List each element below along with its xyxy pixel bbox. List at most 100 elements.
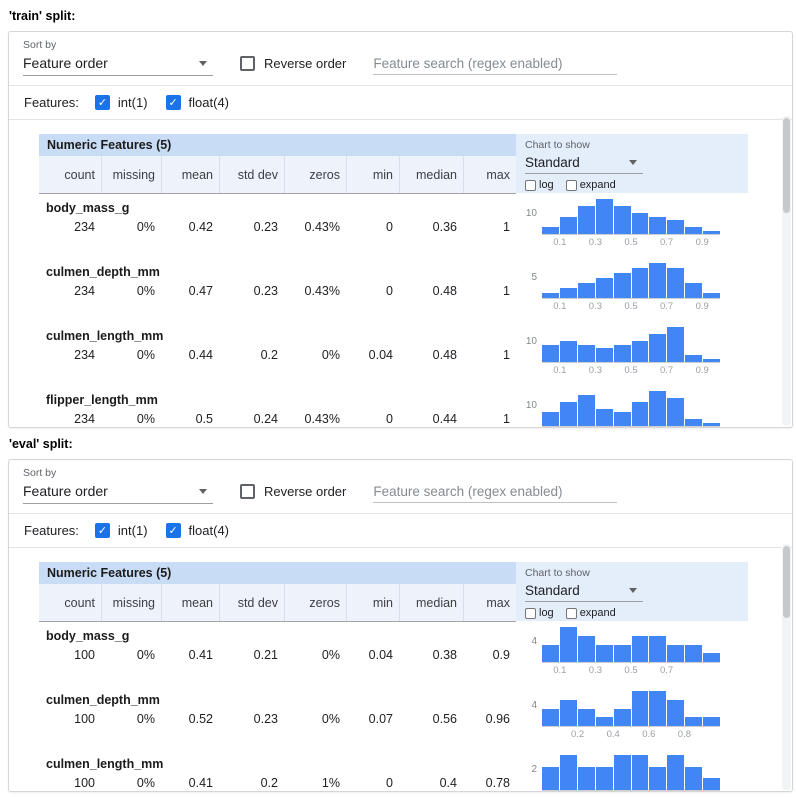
reverse-order-checkbox[interactable] xyxy=(240,484,255,499)
feature-filter-checkbox-int-1[interactable]: ✓ xyxy=(94,95,110,110)
y-axis-label: 4 xyxy=(531,700,537,711)
sort-by-select[interactable]: Feature order xyxy=(23,55,213,76)
value-min: 0 xyxy=(386,412,393,426)
chart-option-checkbox-expand[interactable] xyxy=(565,179,577,191)
column-header-std-dev[interactable]: std dev xyxy=(219,156,284,193)
histogram-bar xyxy=(649,391,667,426)
scrollbar-thumb[interactable] xyxy=(783,118,790,213)
column-header-mean[interactable]: mean xyxy=(161,584,219,621)
features-toolbar: Features: ✓ int(1) ✓ float(4) xyxy=(9,514,792,548)
x-axis-ticks: 0.1 0.3 0.5 0.7 0.9 xyxy=(542,299,720,312)
column-header-count[interactable]: count xyxy=(64,595,95,610)
histogram-bars xyxy=(542,199,721,235)
histogram-bar xyxy=(667,699,685,726)
table-title: Numeric Features (5) xyxy=(39,562,516,584)
column-header-missing[interactable]: missing xyxy=(101,584,161,621)
histogram-bar xyxy=(667,398,685,426)
x-tick: 0.3 xyxy=(588,301,602,312)
histogram-bar xyxy=(577,708,595,726)
chart-to-show-panel: Chart to show Standard log expand xyxy=(516,562,748,621)
chart-option-checkbox-log[interactable] xyxy=(525,607,536,619)
train-split-panel: Sort by Feature order Reverse order Feat… xyxy=(8,31,793,428)
sort-by-select[interactable]: Feature order xyxy=(23,483,213,504)
feature-stats: culmen_depth_mm 100 0% 0.52 0.23 0% 0.07 0.56 0.… xyxy=(39,686,516,750)
column-header-median[interactable]: median xyxy=(399,156,463,193)
x-tick: 0.5 xyxy=(624,301,638,312)
column-header-count[interactable]: count xyxy=(64,167,95,182)
vertical-scrollbar[interactable] xyxy=(782,116,791,426)
sort-by-label: Sort by xyxy=(23,467,57,479)
histogram-plot: 0.1 0.3 0.5 0.7 0.9 xyxy=(542,263,721,322)
value-missing: 0% xyxy=(136,220,155,234)
column-header-zeros[interactable]: zeros xyxy=(284,156,346,193)
feature-search-group xyxy=(373,481,618,504)
column-header-min[interactable]: min xyxy=(346,156,399,193)
x-tick: 0.8 xyxy=(677,729,691,740)
feature-histogram: 2 0.10.30.50.7 xyxy=(517,750,721,792)
feature-histogram: 4 0.1 0.3 0.5 0.7 xyxy=(517,622,721,686)
histogram-bar xyxy=(631,401,649,426)
histogram-bar xyxy=(613,344,631,362)
feature-search-input[interactable] xyxy=(373,53,618,75)
feature-rows: body_mass_g 100 0% 0.41 0.21 0% 0.04 0.38 0.9 4 0.… xyxy=(39,622,792,792)
value-mean: 0.52 xyxy=(188,712,213,726)
value-median: 0.4 xyxy=(439,776,457,790)
chart-type-select[interactable]: Standard xyxy=(525,155,643,174)
feature-filter-checkbox-int-1[interactable]: ✓ xyxy=(94,523,110,538)
column-header-zeros[interactable]: zeros xyxy=(284,584,346,621)
x-tick: 0.9 xyxy=(695,237,709,248)
x-axis-ticks: 0.10.30.50.7 xyxy=(542,791,720,792)
histogram-bar xyxy=(577,206,595,234)
eval-split-label: 'eval' split: xyxy=(9,437,73,451)
column-header-max[interactable]: max xyxy=(463,156,516,193)
feature-filter-float-4: ✓ float(4) xyxy=(165,523,229,538)
feature-filter-checkbox-float-4[interactable]: ✓ xyxy=(165,95,181,110)
histogram-bar xyxy=(595,199,613,234)
histogram-bar xyxy=(559,401,577,426)
value-max: 0.96 xyxy=(485,712,510,726)
histogram-bars xyxy=(542,627,721,663)
feature-search-input[interactable] xyxy=(373,481,618,503)
numeric-features-section: Numeric Features (5) count missing mean std… xyxy=(9,548,792,792)
histogram-bar xyxy=(613,755,631,790)
value-count: 100 xyxy=(74,776,95,790)
value-zeros: 0.43% xyxy=(304,220,340,234)
scrollbar-thumb[interactable] xyxy=(783,546,790,618)
value-median: 0.36 xyxy=(432,220,457,234)
reverse-order-label: Reverse order xyxy=(264,56,347,71)
x-tick: 0.3 xyxy=(588,665,602,676)
x-tick: 0.3 xyxy=(588,365,602,376)
sort-toolbar: Sort by Feature order Reverse order xyxy=(9,32,792,86)
chevron-down-icon xyxy=(199,488,207,494)
feature-filter-label: int(1) xyxy=(117,523,148,538)
histogram-bar xyxy=(613,644,631,662)
value-missing: 0% xyxy=(136,712,155,726)
feature-filter-checkbox-float-4[interactable]: ✓ xyxy=(165,523,181,538)
histogram-bar xyxy=(613,206,631,234)
column-header-std-dev[interactable]: std dev xyxy=(219,584,284,621)
chart-option-checkbox-log[interactable] xyxy=(525,179,536,191)
value-std-dev: 0.21 xyxy=(253,648,278,662)
feature-values: 100 0% 0.52 0.23 0% 0.07 0.56 0.96 xyxy=(39,712,516,726)
column-header-mean[interactable]: mean xyxy=(161,156,219,193)
chart-option-checkbox-expand[interactable] xyxy=(565,607,577,619)
histogram-bars xyxy=(542,391,721,427)
value-zeros: 0% xyxy=(321,712,340,726)
vertical-scrollbar[interactable] xyxy=(782,544,791,790)
chevron-down-icon xyxy=(629,160,637,165)
feature-row-culmen-depth-mm: culmen_depth_mm 234 0% 0.47 0.23 0.43% 0 0.48 1 5… xyxy=(39,258,792,322)
feature-values: 234 0% 0.5 0.24 0.43% 0 0.44 1 xyxy=(39,412,516,426)
column-header-min[interactable]: min xyxy=(346,584,399,621)
feature-name: body_mass_g xyxy=(46,201,130,215)
value-min: 0 xyxy=(386,220,393,234)
chart-type-select[interactable]: Standard xyxy=(525,583,643,602)
histogram-plot: 0.10.30.50.7 xyxy=(542,755,721,792)
column-header-max[interactable]: max xyxy=(463,584,516,621)
value-max: 1 xyxy=(503,284,510,298)
column-header-median[interactable]: median xyxy=(399,584,463,621)
feature-row-body-mass-g: body_mass_g 100 0% 0.41 0.21 0% 0.04 0.38 0.9 4 0.… xyxy=(39,622,792,686)
histogram-bar xyxy=(559,755,577,790)
reverse-order-checkbox[interactable] xyxy=(240,56,255,71)
column-header-missing[interactable]: missing xyxy=(101,156,161,193)
value-median: 0.44 xyxy=(432,412,457,426)
